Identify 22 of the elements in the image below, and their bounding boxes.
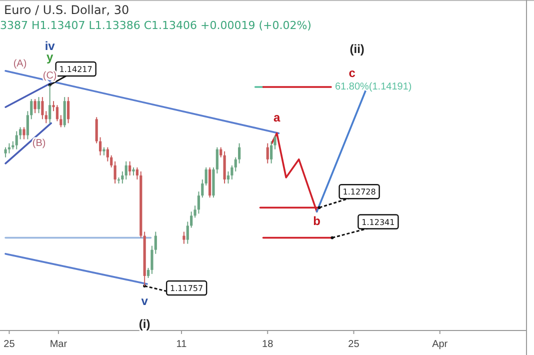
annotation: 1.11757 <box>170 284 204 293</box>
x-tick-label: 18 <box>262 339 274 350</box>
x-tick-label: Apr <box>432 339 448 350</box>
annotation: 1.12728 <box>342 188 376 197</box>
x-tick-label: Mar <box>50 339 68 350</box>
annotation: v <box>141 294 148 308</box>
x-tick-label: 11 <box>176 339 188 350</box>
annotation: (ii) <box>350 42 364 56</box>
annotation: a <box>274 110 280 124</box>
x-tick-label: 25 <box>4 339 16 350</box>
annotation: (B) <box>32 138 46 149</box>
annotation: 1.12341 <box>362 218 395 227</box>
annotation: (C) <box>42 70 57 82</box>
annotation: 61.80%(1.14191) <box>335 82 412 93</box>
annotation: (i) <box>138 317 150 332</box>
annotation: b <box>313 214 320 228</box>
text: (A) <box>13 58 27 70</box>
chart-title: Euro / U.S. Dollar, 30 <box>4 3 130 17</box>
x-tick-label: 25 <box>348 339 360 350</box>
annotation: 1.14217 <box>59 65 92 74</box>
chart-subtitle: 3387 H1.13407 L1.13386 C1.13406 +0.00019 (+0.02%) <box>0 19 312 32</box>
annotation: c <box>348 66 356 80</box>
